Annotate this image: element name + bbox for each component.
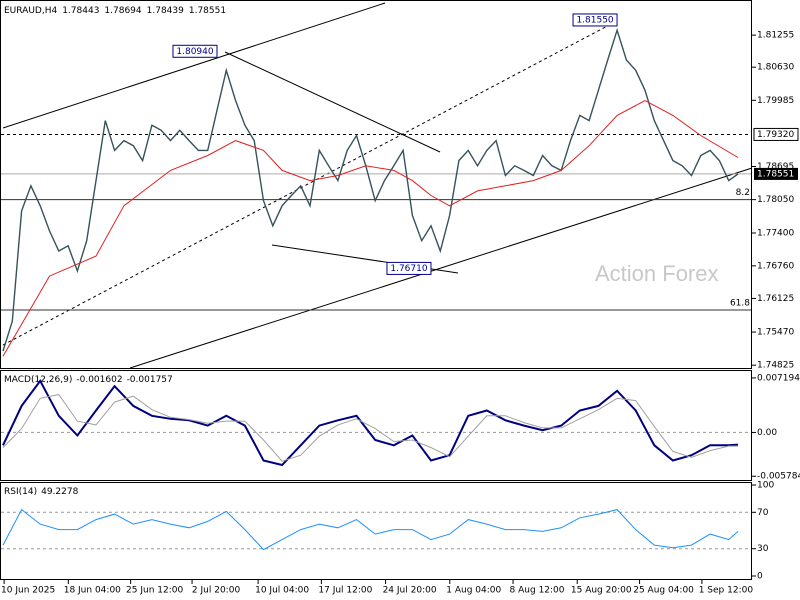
price-panel: [0, 0, 752, 369]
x-tick-label: 24 Jul 20:00: [383, 586, 437, 596]
ohlc-value: 1.78551: [189, 6, 226, 16]
x-tick-label: 10 Jul 04:00: [255, 586, 309, 596]
x-tick-label: 17 Jul 12:00: [318, 586, 372, 596]
ohlc-value: 1.78443: [62, 6, 99, 16]
trendlines: [2, 2, 753, 369]
x-tick-label: 25 Aug 04:00: [633, 586, 694, 596]
y-tick-label: 1.80630: [757, 63, 794, 73]
ohlc-value: 1.78694: [104, 6, 141, 16]
y-tick-label: 1.79985: [757, 96, 794, 106]
annotation-label: 1.80940: [176, 47, 213, 57]
series-line: [2, 508, 739, 551]
indicator-value: 49.2278: [41, 487, 78, 497]
x-tick-label: 1 Aug 04:00: [446, 586, 501, 596]
y-tick-label: 0.00: [757, 428, 777, 438]
y-tick-label: 1.76760: [757, 261, 794, 271]
channel-lower: [129, 167, 753, 369]
series-line: [2, 100, 739, 357]
series-line: [2, 27, 739, 352]
current-price-label: 1.78551: [757, 169, 794, 179]
indicator-title: RSI(14): [4, 487, 37, 497]
y-tick-label: 1.81255: [757, 31, 794, 41]
x-tick-label: 15 Aug 20:00: [571, 586, 632, 596]
y-tick-label: 1.77400: [757, 228, 794, 238]
y-tick-label: -0.005784: [757, 472, 800, 482]
y-tick-label: 1.74825: [757, 361, 794, 371]
x-tick-label: 2 Jul 20:00: [192, 586, 241, 596]
y-tick-label: 1.78695: [757, 162, 794, 172]
indicator-title: MACD(12,26,9): [4, 375, 72, 385]
x-tick-label: 8 Aug 12:00: [510, 586, 565, 596]
y-tick-label: 0.007194: [757, 373, 800, 383]
indicator-value: -0.001757: [127, 375, 173, 385]
indicator-header: MACD(12,26,9) -0.001602 -0.001757: [4, 375, 173, 385]
y-tick-label: 70: [757, 508, 769, 518]
symbol: EURAUD,H4: [4, 6, 57, 16]
fib-label: 61.8: [730, 298, 750, 308]
annotation-label: 1.81550: [576, 15, 613, 25]
annotation-box: [172, 44, 218, 58]
macd-panel: [0, 370, 752, 481]
watermark: Action Forex: [595, 261, 719, 286]
channel-upper: [2, 2, 386, 129]
x-tick-label: 18 Jun 04:00: [64, 586, 121, 596]
channel-mid: [2, 21, 616, 346]
y-tick-label: 1.75470: [757, 328, 794, 338]
annotation-box: [386, 261, 432, 275]
rsi-panel: [0, 482, 752, 580]
x-tick-label: 10 Jun 2025: [1, 586, 55, 596]
y-tick-label: 0: [757, 571, 763, 581]
y-tick-label: 1.76125: [757, 294, 794, 304]
level-box: [753, 127, 799, 141]
indicator-value: -0.001602: [76, 375, 122, 385]
header: EURAUD,H4 1.78443 1.78694 1.78439 1.78551: [4, 6, 226, 16]
current-price-box: [754, 167, 798, 180]
x-tick-label: 25 Jun 12:00: [126, 586, 183, 596]
indicator-header: RSI(14) 49.2278: [4, 487, 79, 497]
annotation-label: 1.76710: [390, 264, 427, 274]
ohlc-value: 1.78439: [147, 6, 184, 16]
level-label: 1.79320: [757, 130, 794, 140]
x-tick-label: 1 Sep 12:00: [699, 586, 754, 596]
y-tick-label: 100: [757, 481, 774, 491]
y-tick-label: 1.78050: [757, 195, 794, 205]
annotation-box: [572, 13, 618, 27]
trendline: [224, 51, 441, 153]
series-line: [2, 394, 738, 462]
y-tick-label: 30: [757, 544, 769, 554]
fib-label: 8.2: [736, 188, 750, 198]
series-line: [2, 379, 739, 467]
